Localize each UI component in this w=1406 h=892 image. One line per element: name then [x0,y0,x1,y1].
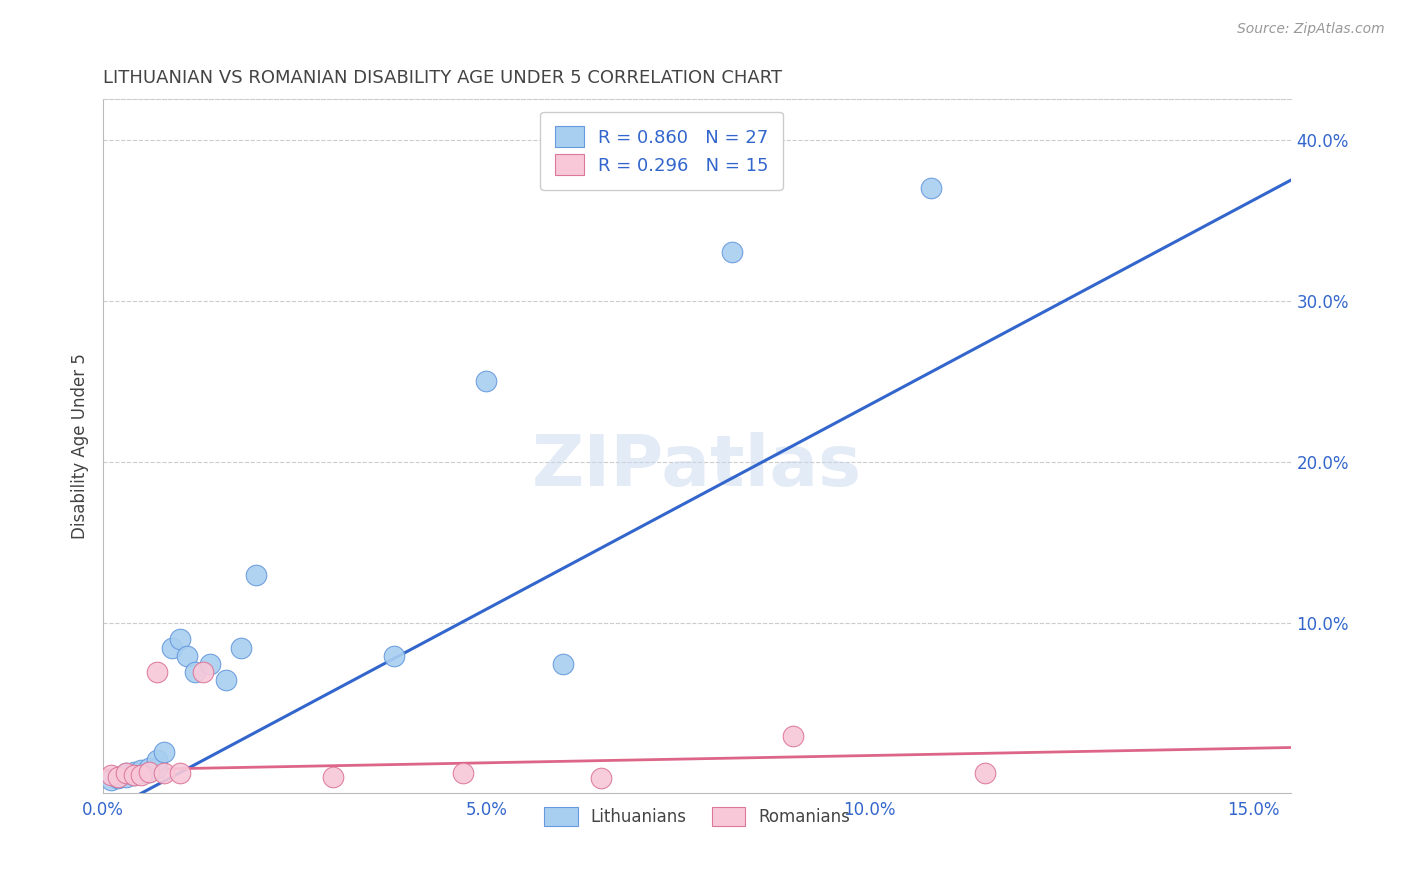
Text: Source: ZipAtlas.com: Source: ZipAtlas.com [1237,22,1385,37]
Point [453,766,475,780]
Legend: Lithuanians, Romanians: Lithuanians, Romanians [537,800,858,833]
Point [553,657,575,671]
Point [100,768,122,782]
Point [920,181,942,195]
Point [131,763,153,777]
Point [153,745,176,759]
Point [191,665,214,679]
Point [591,771,613,785]
Point [115,766,138,780]
Point [115,770,138,784]
Point [215,673,238,687]
Point [115,766,138,780]
Point [475,375,498,389]
Point [245,568,267,582]
Point [153,766,176,780]
Point [100,772,122,787]
Text: LITHUANIAN VS ROMANIAN DISABILITY AGE UNDER 5 CORRELATION CHART: LITHUANIAN VS ROMANIAN DISABILITY AGE UN… [103,69,782,87]
Point [200,657,222,671]
Point [131,766,153,780]
Point [169,766,191,780]
Point [107,771,129,785]
Point [138,764,160,779]
Point [169,632,191,647]
Point [229,640,252,655]
Point [176,648,198,663]
Point [138,764,160,779]
Y-axis label: Disability Age Under 5: Disability Age Under 5 [72,353,89,539]
Point [107,770,129,784]
Point [720,245,742,260]
Point [384,648,406,663]
Point [122,764,145,779]
Point [122,768,145,782]
Point [146,753,169,767]
Point [131,768,153,782]
Point [782,729,804,743]
Point [184,665,207,679]
Point [146,665,169,679]
Text: ZIPatlas: ZIPatlas [533,433,862,501]
Point [138,762,160,776]
Point [122,768,145,782]
Point [973,766,995,780]
Point [160,640,183,655]
Point [146,762,169,776]
Point [107,770,129,784]
Point [322,770,344,784]
